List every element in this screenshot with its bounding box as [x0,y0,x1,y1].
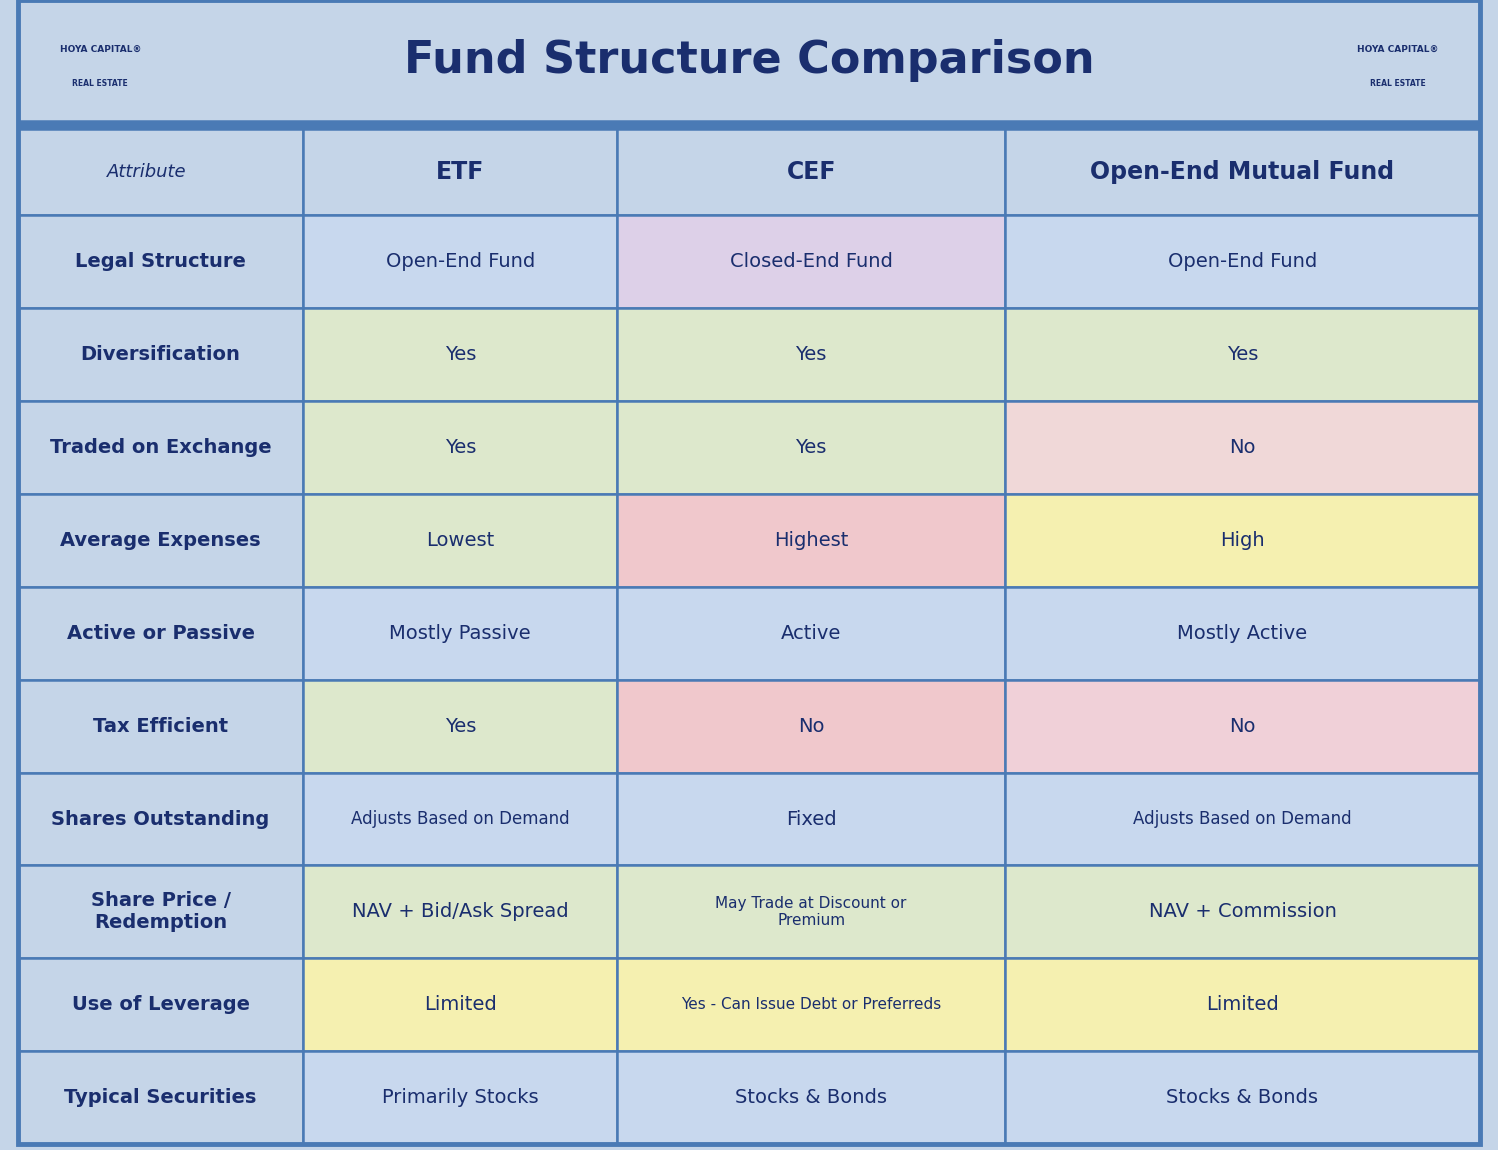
Bar [303,586,617,680]
Bar [1005,958,1480,1051]
Bar [617,958,1005,1051]
Bar [1005,401,1480,493]
Text: CEF: CEF [786,160,836,184]
Bar [1005,129,1480,215]
Text: NAV + Bid/Ask Spread: NAV + Bid/Ask Spread [352,903,569,921]
Text: Fund Structure Comparison: Fund Structure Comparison [403,39,1095,82]
Text: Attribute: Attribute [106,163,186,181]
Bar [18,0,1480,121]
Text: Primarily Stocks: Primarily Stocks [382,1088,539,1107]
Text: Yes: Yes [795,438,827,457]
Text: Stocks & Bonds: Stocks & Bonds [736,1088,887,1107]
Text: Typical Securities: Typical Securities [64,1088,256,1107]
Bar [1005,586,1480,680]
Text: Yes: Yes [1227,345,1258,363]
Bar [303,401,617,493]
Text: Mostly Active: Mostly Active [1177,623,1308,643]
Bar [617,586,1005,680]
Text: Average Expenses: Average Expenses [60,531,261,550]
Bar [18,401,303,493]
Bar [1005,680,1480,773]
Text: Open-End Fund: Open-End Fund [385,252,535,271]
Bar [18,1051,303,1144]
Text: Highest: Highest [774,531,848,550]
Text: No: No [1230,716,1255,736]
Bar [303,215,617,308]
Bar [18,121,1480,129]
Bar [617,308,1005,401]
Bar [617,1051,1005,1144]
Text: Limited: Limited [424,996,497,1014]
Bar [18,586,303,680]
Bar [18,680,303,773]
Bar [303,958,617,1051]
Text: May Trade at Discount or
Premium: May Trade at Discount or Premium [716,896,906,928]
Text: Adjusts Based on Demand: Adjusts Based on Demand [351,810,569,828]
Text: Traded on Exchange: Traded on Exchange [49,438,271,457]
Text: Share Price /
Redemption: Share Price / Redemption [90,891,231,933]
Text: Yes: Yes [795,345,827,363]
Text: Limited: Limited [1206,996,1279,1014]
Text: HOYA CAPITAL®: HOYA CAPITAL® [60,45,141,53]
Text: Open-End Fund: Open-End Fund [1168,252,1317,271]
Bar [617,773,1005,866]
Bar [18,773,303,866]
Bar [617,866,1005,958]
Bar [1005,866,1480,958]
Text: Stocks & Bonds: Stocks & Bonds [1167,1088,1318,1107]
Text: Adjusts Based on Demand: Adjusts Based on Demand [1132,810,1351,828]
Bar [1005,308,1480,401]
Bar [303,866,617,958]
Bar [617,401,1005,493]
Text: Tax Efficient: Tax Efficient [93,716,228,736]
Text: REAL ESTATE: REAL ESTATE [72,79,129,87]
Text: No: No [798,716,824,736]
Bar [303,129,617,215]
Text: Mostly Passive: Mostly Passive [389,623,532,643]
Bar [18,866,303,958]
Bar [1005,773,1480,866]
Bar [303,308,617,401]
Text: Yes - Can Issue Debt or Preferreds: Yes - Can Issue Debt or Preferreds [682,997,941,1012]
Text: No: No [1230,438,1255,457]
Text: Shares Outstanding: Shares Outstanding [51,810,270,828]
Text: Open-End Mutual Fund: Open-End Mutual Fund [1091,160,1395,184]
Bar [617,129,1005,215]
Text: Active or Passive: Active or Passive [66,623,255,643]
Text: REAL ESTATE: REAL ESTATE [1369,79,1426,87]
Text: High: High [1221,531,1264,550]
Bar [303,1051,617,1144]
Text: Lowest: Lowest [425,531,494,550]
Text: Fixed: Fixed [786,810,836,828]
Bar [1005,215,1480,308]
Text: Diversification: Diversification [81,345,241,363]
Text: Active: Active [780,623,842,643]
Bar [1005,493,1480,586]
Bar [1005,1051,1480,1144]
Bar [18,308,303,401]
Text: Closed-End Fund: Closed-End Fund [730,252,893,271]
Text: ETF: ETF [436,160,484,184]
Text: Yes: Yes [445,345,476,363]
Text: NAV + Commission: NAV + Commission [1149,903,1336,921]
Bar [303,773,617,866]
Text: Yes: Yes [445,438,476,457]
Bar [18,129,303,215]
Text: Yes: Yes [445,716,476,736]
Bar [18,493,303,586]
Text: HOYA CAPITAL®: HOYA CAPITAL® [1357,45,1438,53]
Bar [617,493,1005,586]
Bar [18,958,303,1051]
Text: Use of Leverage: Use of Leverage [72,996,250,1014]
Bar [303,493,617,586]
Text: Legal Structure: Legal Structure [75,252,246,271]
Bar [303,680,617,773]
Bar [18,215,303,308]
Bar [617,680,1005,773]
Bar [617,215,1005,308]
